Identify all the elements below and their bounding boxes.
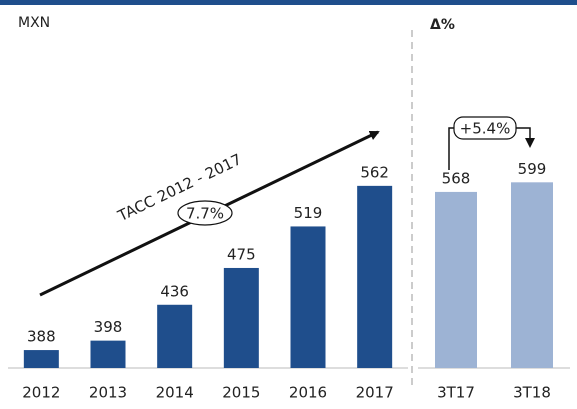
bar [223, 267, 259, 368]
x-tick-label: 2016 [289, 384, 327, 402]
bar [435, 191, 477, 368]
x-tick-label: 2014 [156, 384, 194, 402]
annotation: +5.4% [460, 120, 511, 138]
top-rule [0, 0, 577, 5]
annotation: 7.7% [186, 205, 224, 223]
value-label: 398 [94, 318, 123, 336]
panel-title: Δ% [430, 17, 455, 33]
bar [357, 185, 393, 368]
value-label: 519 [294, 204, 323, 222]
value-label: 388 [27, 328, 56, 346]
bar [290, 226, 326, 368]
bracket [516, 127, 535, 148]
x-tick-label: 2015 [222, 384, 260, 402]
bar [90, 340, 126, 368]
value-label: 562 [360, 163, 389, 181]
x-tick-label: 2012 [22, 384, 60, 402]
x-tick-label: 2017 [356, 384, 394, 402]
value-label: 599 [518, 160, 547, 178]
bracket [448, 127, 454, 170]
bar [157, 304, 193, 368]
value-label: 568 [442, 169, 471, 187]
bar [23, 350, 59, 368]
bar [511, 182, 553, 368]
value-label: 475 [227, 245, 256, 263]
x-tick-label: 3T18 [513, 384, 551, 402]
panel-title: MXN [18, 15, 50, 31]
x-tick-label: 3T17 [437, 384, 475, 402]
annotation-box [453, 116, 517, 140]
value-label: 436 [160, 282, 189, 300]
x-tick-label: 2013 [89, 384, 127, 402]
annotation-ellipse [177, 200, 233, 226]
